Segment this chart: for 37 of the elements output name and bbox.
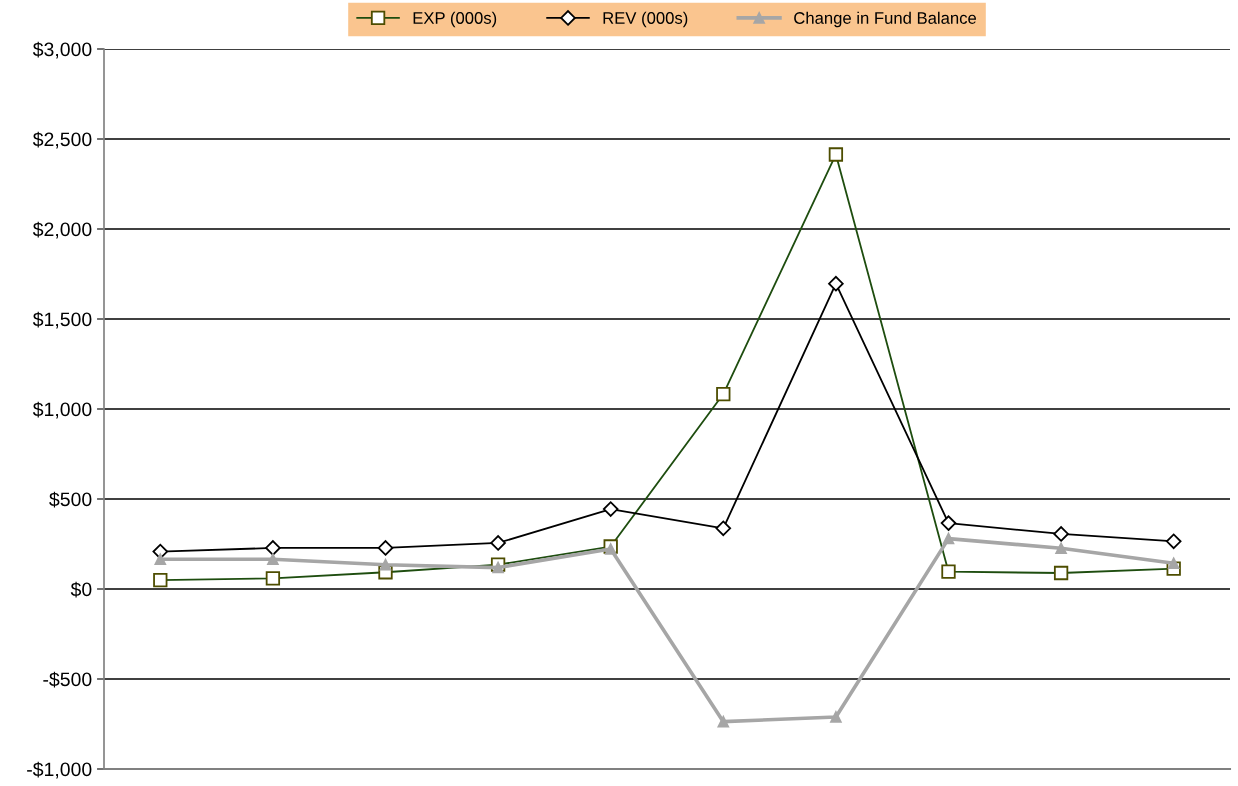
point [377, 540, 394, 556]
point [492, 561, 504, 574]
point [942, 532, 955, 545]
point [1055, 542, 1067, 555]
y-tick-label: -$500 [43, 671, 92, 688]
point [490, 535, 506, 551]
point [153, 573, 168, 588]
y-tick-label: $2,500 [32, 131, 92, 149]
point [154, 553, 167, 566]
point [379, 558, 392, 571]
legend-label: REV (000s) [603, 11, 688, 28]
y-tick-label: $3,000 [32, 41, 92, 59]
point [828, 147, 844, 162]
point [1053, 565, 1069, 581]
y-tick-label: $1,000 [32, 401, 92, 419]
y-tick-label: $0 [70, 581, 92, 598]
point [265, 540, 281, 556]
y-tick-label: $2,000 [32, 221, 92, 239]
point [717, 715, 730, 728]
y-tick-label: $1,500 [32, 311, 92, 329]
y-tick-label: $500 [49, 491, 92, 508]
point [715, 520, 732, 537]
point [265, 571, 281, 586]
point [604, 543, 617, 555]
point [1167, 557, 1180, 570]
point [716, 386, 731, 402]
legend-label: Change in Fund Balance [794, 11, 977, 28]
legend-label: EXP (000s) [413, 11, 497, 28]
point [602, 501, 619, 517]
point [1165, 533, 1182, 550]
point [267, 553, 279, 566]
point [941, 564, 956, 579]
y-tick-label: -$1,000 [27, 761, 92, 779]
point [940, 515, 957, 531]
point [1053, 526, 1069, 542]
point [828, 275, 844, 292]
point [830, 711, 842, 723]
